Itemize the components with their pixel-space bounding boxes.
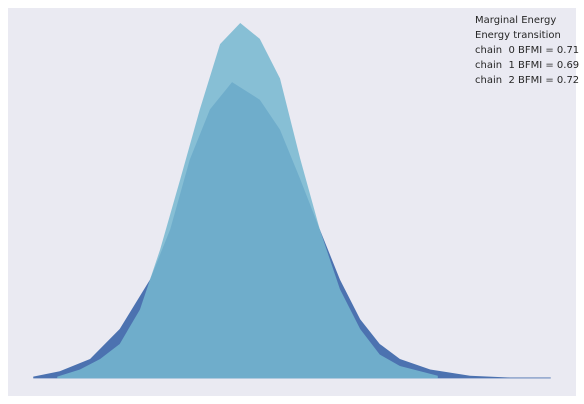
legend-note: chain 1 BFMI = 0.69 xyxy=(475,60,579,71)
legend-entry: Marginal Energy xyxy=(475,15,556,26)
legend-entry: Energy transition xyxy=(475,30,561,41)
legend-note: chain 2 BFMI = 0.72 xyxy=(475,75,579,86)
legend-note: chain 0 BFMI = 0.71 xyxy=(475,45,579,56)
density-area xyxy=(57,22,438,379)
